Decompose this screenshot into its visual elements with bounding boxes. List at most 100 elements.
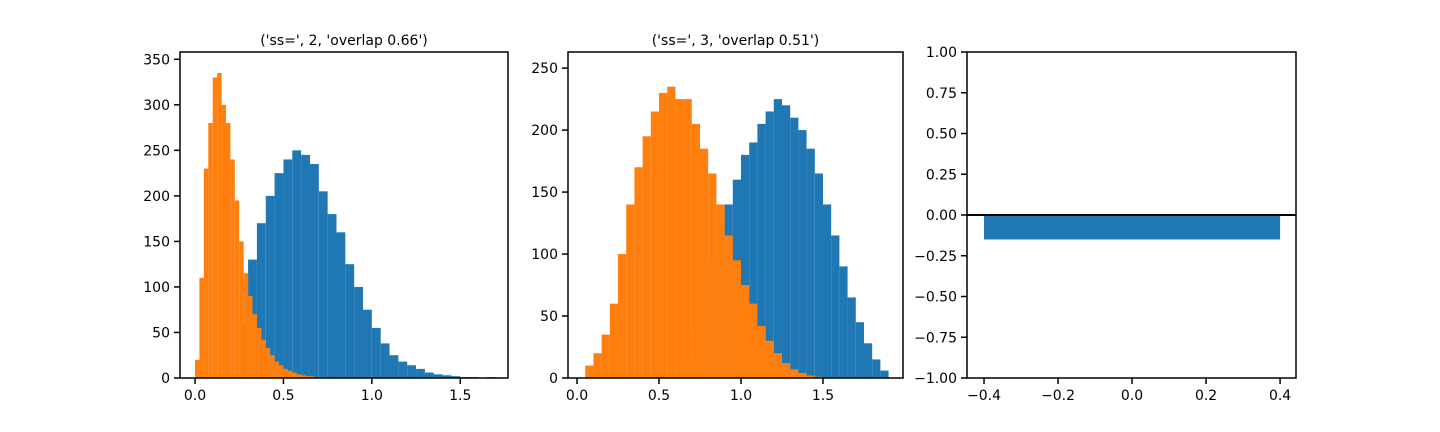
histogram-bar xyxy=(243,273,249,378)
y-tick-label: −0.50 xyxy=(914,290,957,306)
histogram-bar xyxy=(433,374,443,378)
y-tick-label: 150 xyxy=(531,185,558,201)
histogram-bar xyxy=(757,123,766,378)
y-tick-label: 150 xyxy=(143,234,170,250)
y-tick-label: 200 xyxy=(143,189,170,205)
histogram-bar xyxy=(740,285,750,378)
histogram-bar xyxy=(239,241,244,378)
histogram-bar xyxy=(195,359,200,378)
histogram-bar xyxy=(265,347,271,378)
histogram-bar xyxy=(336,232,346,378)
histogram-bar xyxy=(225,123,231,379)
y-tick-label: 300 xyxy=(143,98,170,114)
histogram-bar xyxy=(296,374,302,378)
y-tick-label: 0 xyxy=(549,371,558,387)
histogram-bar xyxy=(371,327,381,378)
histogram-bar xyxy=(831,235,840,378)
histogram-bar xyxy=(292,150,302,378)
histogram-bar xyxy=(880,370,889,378)
y-tick-label: 0.50 xyxy=(926,127,957,143)
histogram-bar xyxy=(274,173,284,378)
histogram-bar xyxy=(234,200,240,378)
histogram-bar xyxy=(847,297,856,378)
x-tick-label: 1.5 xyxy=(812,388,834,404)
histogram-bar xyxy=(327,214,337,378)
histogram-bar xyxy=(318,191,328,378)
histogram-bar xyxy=(609,303,619,378)
histogram-bar xyxy=(708,173,717,378)
axes-frame xyxy=(179,51,509,379)
histogram-bar xyxy=(806,148,815,378)
histogram-bar xyxy=(822,204,832,378)
histogram-bar xyxy=(451,376,461,378)
histogram-bar xyxy=(398,361,408,378)
y-tick-label: 100 xyxy=(531,247,558,263)
histogram-bar xyxy=(279,365,284,378)
histogram-bar xyxy=(683,99,692,378)
histogram-bar xyxy=(634,167,643,378)
y-tick-label: 350 xyxy=(143,52,170,68)
histogram-bar xyxy=(675,99,684,378)
histogram-bar xyxy=(740,154,750,378)
histogram-bar xyxy=(199,277,204,378)
histogram-bar xyxy=(806,375,815,378)
histogram-bar xyxy=(749,303,758,378)
histogram-bar xyxy=(248,296,253,378)
histogram-bar xyxy=(261,339,266,378)
histogram-bar xyxy=(749,142,758,378)
histogram-bar xyxy=(270,355,275,378)
histogram-bar xyxy=(212,77,218,379)
histogram-bar xyxy=(217,72,222,378)
x-tick-label: 0.2 xyxy=(1195,388,1217,404)
histogram-bar xyxy=(208,123,213,379)
y-tick-label: 0.75 xyxy=(926,86,957,102)
histogram-bar xyxy=(309,376,315,378)
histogram-bar xyxy=(283,368,288,378)
y-tick-label: 50 xyxy=(540,309,558,325)
histogram-bar xyxy=(309,164,319,378)
histogram-bar xyxy=(380,343,390,378)
x-tick-label: 1.0 xyxy=(361,388,383,404)
x-tick-label: 0.0 xyxy=(1121,388,1143,404)
histogram-bar xyxy=(691,123,700,378)
histogram-bar xyxy=(221,104,226,378)
histogram-bar xyxy=(855,322,864,378)
histogram-bar xyxy=(839,266,848,378)
chart-title: ('ss=', 3, 'overlap 0.51') xyxy=(652,33,820,49)
x-tick-label: 0.5 xyxy=(272,388,294,404)
histogram-bar xyxy=(203,168,209,378)
x-tick-label: 1.0 xyxy=(730,388,752,404)
histogram-bar xyxy=(265,195,275,378)
histogram-bar xyxy=(618,254,627,378)
histogram-bar xyxy=(292,372,297,378)
y-tick-label: 0.25 xyxy=(926,167,957,183)
histogram-bar xyxy=(283,159,293,378)
x-tick-label: −0.4 xyxy=(967,388,1001,404)
y-tick-label: 50 xyxy=(152,325,170,341)
y-tick-label: 0 xyxy=(161,371,170,387)
histogram-bar xyxy=(626,204,635,378)
y-tick-label: −1.00 xyxy=(914,371,957,387)
bar xyxy=(984,215,1281,240)
x-tick-label: 0.5 xyxy=(648,388,670,404)
y-tick-label: 100 xyxy=(143,280,170,296)
histogram-bar xyxy=(256,223,266,378)
histogram-bar xyxy=(765,111,774,378)
histogram-bar xyxy=(757,325,766,378)
x-tick-label: 0.0 xyxy=(566,388,588,404)
histogram-bar xyxy=(798,130,807,378)
x-tick-label: −0.2 xyxy=(1041,388,1075,404)
y-tick-label: 250 xyxy=(531,61,558,77)
histogram-bar xyxy=(363,309,372,378)
histogram-bar xyxy=(872,359,881,378)
histogram-bar xyxy=(773,99,782,378)
histogram-bar xyxy=(790,369,799,378)
histogram-bar xyxy=(424,372,434,378)
histogram-bar xyxy=(593,353,602,378)
histogram-bar xyxy=(287,370,293,378)
histogram-bar xyxy=(301,154,310,378)
y-tick-label: 250 xyxy=(143,143,170,159)
histogram-bar xyxy=(230,159,235,378)
histogram-bar xyxy=(416,368,425,378)
